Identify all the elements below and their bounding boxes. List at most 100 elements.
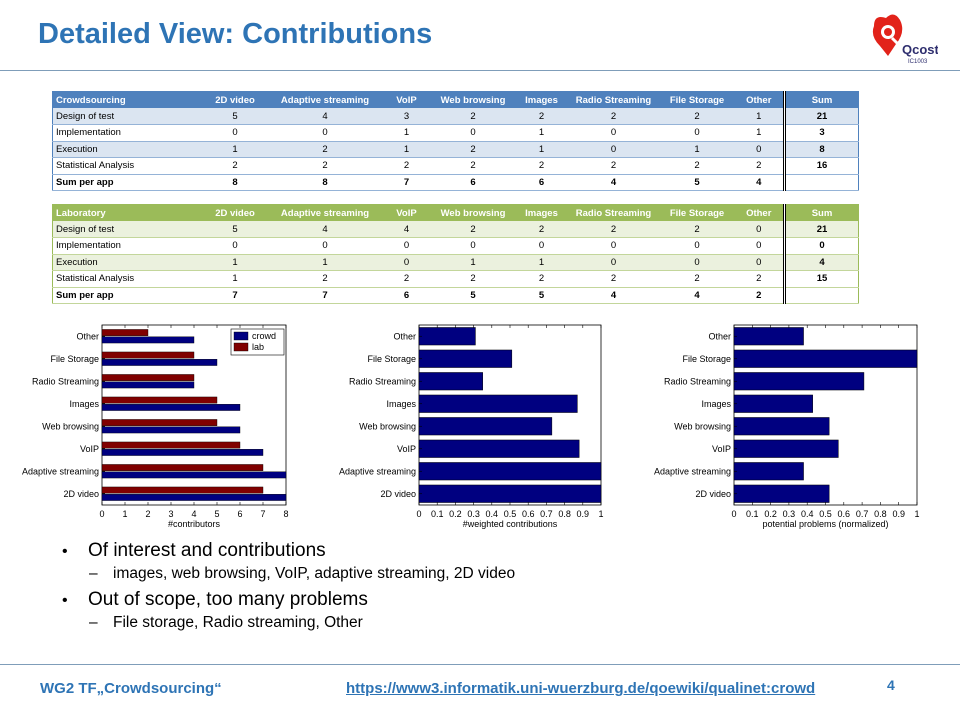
row-sum-cell: 15 [783, 270, 859, 288]
table-cell: 8 [267, 173, 383, 191]
footer-divider [0, 664, 960, 665]
table-cell: 2 [659, 157, 735, 175]
footer-wiki-link[interactable]: https://www3.informatik.uni-wuerzburg.de… [346, 680, 816, 697]
table-cell: 0 [659, 254, 735, 271]
legend-label: crowd [252, 331, 276, 341]
category-label: VoIP [80, 444, 99, 454]
table-cell: 2 [734, 270, 785, 288]
table-cell: 6 [515, 173, 568, 191]
x-tick-label: 0.6 [522, 509, 535, 519]
table-cell: 2 [430, 270, 516, 288]
table-cell: 0 [659, 124, 735, 142]
row-label: Design of test [52, 221, 203, 238]
column-header: File Storage [659, 91, 735, 108]
bar-lab [101, 419, 218, 426]
bar-lab [101, 464, 264, 471]
column-header: Adaptive streaming [267, 204, 383, 221]
category-label: 2D video [695, 489, 731, 499]
title-divider [0, 70, 960, 71]
bar-crowd [101, 494, 287, 501]
x-tick-label: 0.1 [746, 509, 759, 519]
column-header: 2D video [202, 91, 268, 108]
category-label: VoIP [397, 444, 416, 454]
category-label: 2D video [380, 489, 416, 499]
table-cell: 2 [515, 221, 568, 238]
table-cell: 5 [430, 286, 516, 304]
bar-lab [101, 396, 218, 404]
table-cell: 2 [382, 157, 431, 175]
table-cell: 2 [515, 270, 568, 288]
x-tick-label: 0 [731, 509, 736, 519]
row-sum-cell: 16 [783, 157, 859, 175]
bar [733, 439, 839, 458]
bar [418, 462, 602, 481]
table-cell: 7 [267, 286, 383, 304]
category-label: Web browsing [42, 421, 99, 431]
table-cell: 2 [430, 157, 516, 175]
table-cell: 1 [202, 254, 268, 271]
table-cell: 4 [567, 286, 660, 304]
table-cell: 0 [267, 237, 383, 255]
category-label: File Storage [50, 354, 99, 364]
table-cell: 0 [567, 237, 660, 255]
bar [418, 349, 513, 368]
category-label: Radio Streaming [32, 376, 99, 386]
category-label: Images [386, 399, 416, 409]
column-header: Adaptive streaming [267, 91, 383, 108]
table-cell: 0 [734, 141, 785, 158]
table-cell: 2 [567, 270, 660, 288]
category-label: Radio Streaming [664, 376, 731, 386]
table-cell: 0 [567, 141, 660, 158]
table-cell: 5 [202, 108, 268, 125]
bar-lab [101, 441, 241, 449]
contributors-chart: Other File Storage Radio Streaming Images We… [0, 320, 300, 540]
x-tick-label: 0.3 [783, 509, 796, 519]
column-header: VoIP [382, 91, 431, 108]
sub-bullet-item: – File storage, Radio streaming, Other [89, 614, 363, 631]
bullet-item: • Of interest and contributions [62, 540, 326, 561]
table-header-row: Laboratory 2D video Adaptive streaming VoIP… [52, 204, 859, 221]
x-tick-label: 8 [283, 509, 288, 519]
category-label: Images [69, 399, 99, 409]
column-header: Radio Streaming [567, 91, 660, 108]
x-tick-label: 4 [191, 509, 196, 519]
bullet-item: • Out of scope, too many problems [62, 589, 368, 610]
table-cell: 1 [382, 124, 431, 142]
x-tick-label: 0.2 [764, 509, 777, 519]
column-header: Images [515, 204, 568, 221]
row-sum-cell: 8 [783, 141, 859, 158]
table-row: Implementation 0 0 1 0 1 0 0 1 3 [52, 124, 859, 142]
x-tick-label: 0.4 [801, 509, 814, 519]
x-tick-label: 0 [416, 509, 421, 519]
table-cell: 2 [430, 108, 516, 125]
table-cell: 0 [202, 237, 268, 255]
column-header: Sum [783, 204, 859, 221]
table-cell: 6 [430, 173, 516, 191]
table-cell: 2 [202, 157, 268, 175]
table-row: Design of test 5 4 3 2 2 2 2 1 21 [52, 108, 859, 125]
bar-crowd [101, 449, 264, 456]
bar [733, 327, 804, 346]
table-cell: 4 [567, 173, 660, 191]
column-header: Web browsing [430, 91, 516, 108]
bar-crowd [101, 404, 241, 411]
table-cell: 2 [515, 157, 568, 175]
table-cell: 1 [202, 141, 268, 158]
row-label: Implementation [52, 124, 203, 142]
logo-subtext: IC1003 [908, 59, 928, 65]
bullet-text: Out of scope, too many problems [88, 589, 368, 610]
x-tick-label: 0.7 [540, 509, 553, 519]
table-cell: 1 [734, 124, 785, 142]
category-label: File Storage [682, 354, 731, 364]
table-cell: 1 [430, 254, 516, 271]
table-cell: 2 [659, 221, 735, 238]
table-cell: 1 [202, 270, 268, 288]
x-tick-label: 0.2 [449, 509, 462, 519]
x-axis-label: #weighted contributions [463, 519, 558, 529]
table-cell: 2 [659, 108, 735, 125]
bar [418, 439, 580, 458]
row-label: Execution [52, 141, 203, 158]
table-cell: 2 [430, 141, 516, 158]
bar-crowd [101, 471, 287, 479]
x-tick-label: 0.6 [838, 509, 851, 519]
